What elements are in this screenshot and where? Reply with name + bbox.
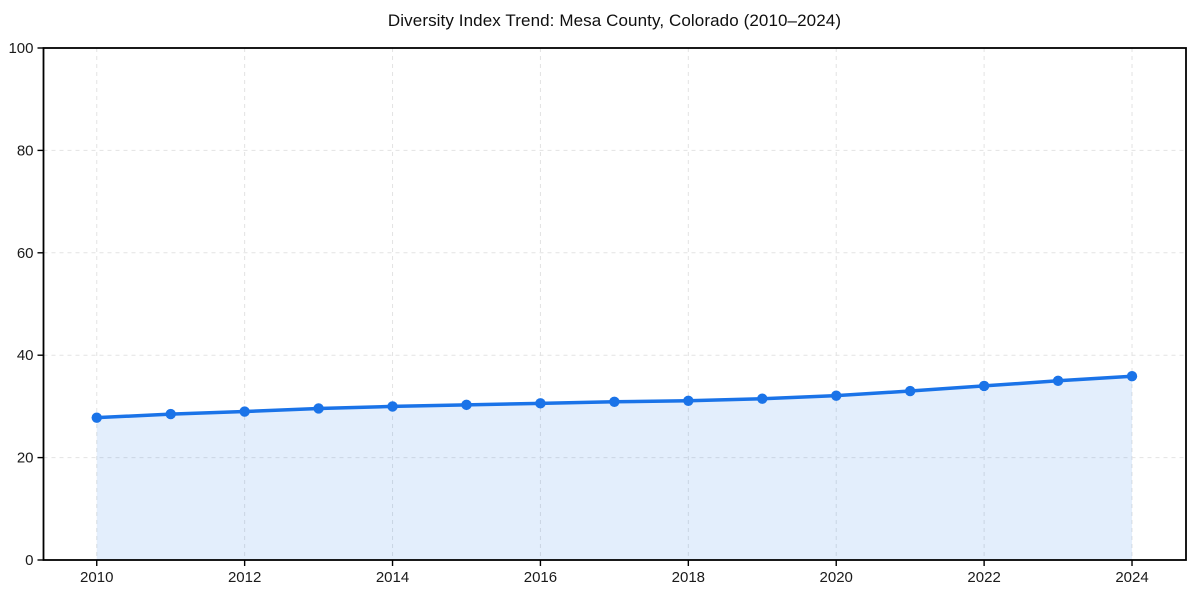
data-point-2020 bbox=[831, 390, 842, 401]
y-tick-label-0: 0 bbox=[25, 552, 33, 569]
series-area-fill bbox=[96, 376, 1133, 560]
data-point-2013 bbox=[313, 403, 324, 414]
data-point-2019 bbox=[757, 393, 768, 404]
chart-title: Diversity Index Trend: Mesa County, Colo… bbox=[387, 11, 842, 30]
data-point-2012 bbox=[239, 406, 250, 417]
x-tick-label-2012: 2012 bbox=[228, 569, 261, 586]
y-tick-label-100: 100 bbox=[8, 40, 33, 57]
x-tick-label-2018: 2018 bbox=[672, 569, 705, 586]
data-point-2024 bbox=[1126, 370, 1138, 382]
x-tick-label-2016: 2016 bbox=[524, 569, 557, 586]
x-tick-label-2022: 2022 bbox=[967, 569, 1000, 586]
data-point-2021 bbox=[904, 385, 916, 397]
data-point-2016 bbox=[535, 398, 546, 409]
x-tick-label-2024: 2024 bbox=[1115, 569, 1148, 586]
y-tick-label-80: 80 bbox=[17, 142, 34, 159]
data-point-2022 bbox=[978, 380, 990, 392]
x-tick-label-2014: 2014 bbox=[376, 569, 409, 586]
y-tick-label-60: 60 bbox=[17, 245, 34, 262]
x-tick-label-2010: 2010 bbox=[80, 569, 113, 586]
y-tick-label-20: 20 bbox=[17, 450, 34, 467]
data-point-2010 bbox=[91, 412, 102, 423]
data-point-2015 bbox=[461, 399, 472, 411]
x-tick-label-2020: 2020 bbox=[820, 569, 853, 586]
data-point-2023 bbox=[1052, 375, 1064, 386]
axes-frame bbox=[42, 47, 1187, 561]
data-point-2018 bbox=[683, 395, 694, 406]
data-point-2017 bbox=[609, 396, 620, 407]
data-point-2011 bbox=[165, 408, 176, 420]
y-tick-label-40: 40 bbox=[17, 347, 34, 364]
data-point-2014 bbox=[387, 401, 398, 412]
